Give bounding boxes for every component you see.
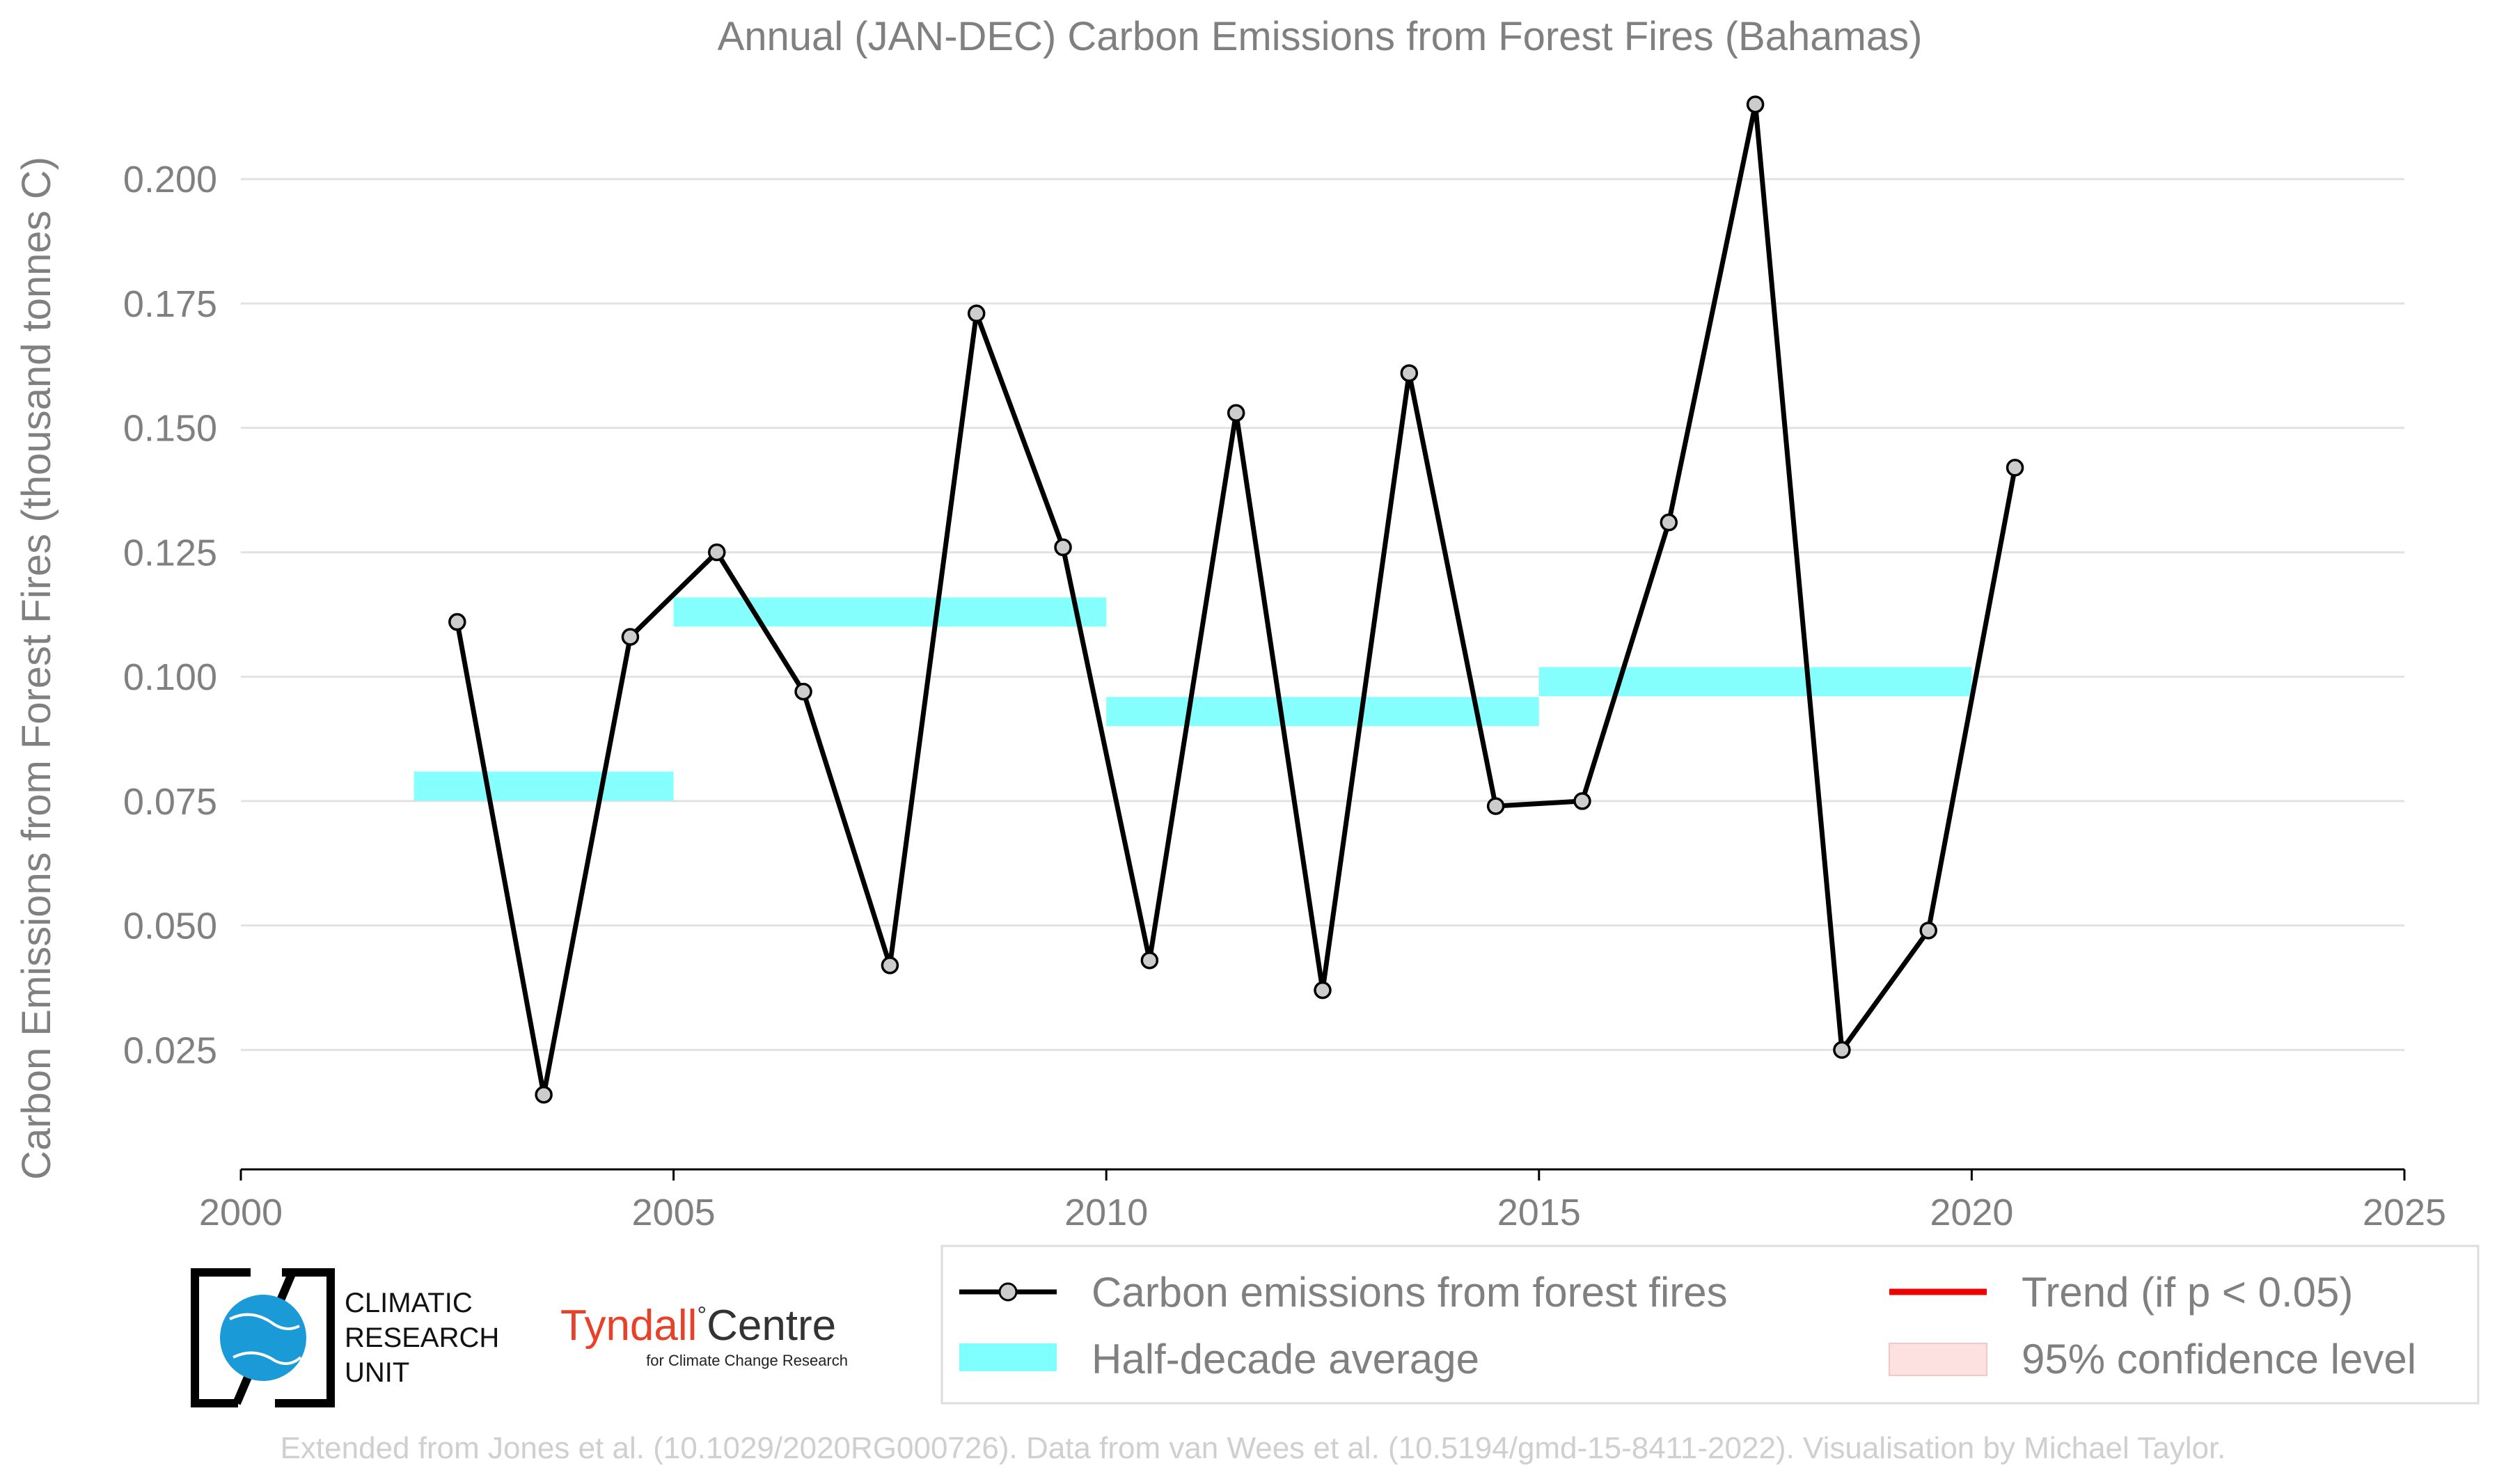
emissions-point — [1660, 513, 1678, 532]
emissions-point — [1314, 981, 1332, 1000]
grid-lines — [241, 177, 2404, 1051]
y-tick-label: 0.200 — [123, 159, 217, 200]
legend-trend-label: Trend (if p < 0.05) — [2022, 1269, 2353, 1316]
legend-frame — [940, 1245, 2480, 1405]
legend-average-label: Half-decade average — [1092, 1336, 1479, 1382]
half-decade-average-bar — [1106, 697, 1539, 727]
half-decade-average-bar — [413, 771, 674, 801]
emissions-point — [967, 304, 986, 323]
y-tick-label: 0.100 — [123, 656, 217, 698]
emissions-point — [708, 543, 726, 562]
y-tick-label: 0.025 — [123, 1029, 217, 1071]
emissions-point — [2006, 459, 2024, 477]
legend-confidence-label: 95% confidence level — [2022, 1336, 2416, 1382]
y-tick-label: 0.125 — [123, 532, 217, 574]
emissions-point — [881, 956, 899, 974]
legend-series-label: Carbon emissions from forest fires — [1092, 1269, 1728, 1316]
y-tick-labels: 0.025 0.050 0.075 0.100 0.125 0.150 0.175 0.200 — [123, 159, 217, 1071]
tyndall-wordmark: Tyndall°Centre — [560, 1302, 836, 1350]
legend-series-marker — [998, 1282, 1018, 1302]
cru-name-line-1: CLIMATIC — [345, 1288, 473, 1318]
footer-credits: Extended from Jones et al. (10.1029/2020… — [281, 1431, 2226, 1465]
legend-average-swatch — [959, 1343, 1057, 1371]
emissions-point — [1400, 364, 1419, 382]
x-axis-ticks: 2000 2005 2010 2015 2020 2025 — [199, 1169, 2446, 1233]
emissions-point — [1227, 404, 1245, 423]
x-tick-label: 2015 — [1497, 1192, 1581, 1233]
emissions-point — [535, 1086, 553, 1104]
cru-name-line-3: UNIT — [345, 1357, 409, 1388]
emissions-point — [448, 613, 466, 631]
x-tick-label: 2025 — [2363, 1192, 2446, 1233]
emissions-point — [1486, 797, 1505, 815]
y-tick-label: 0.175 — [123, 283, 217, 325]
chart-title: Annual (JAN-DEC) Carbon Emissions from F… — [718, 14, 1923, 59]
cru-logo: CLIMATIC RESEARCH UNIT — [191, 1268, 499, 1407]
emissions-series — [448, 95, 2024, 1104]
emissions-point — [1919, 922, 1937, 940]
emissions-point — [1054, 538, 1072, 557]
half-decade-average-bar — [673, 597, 1107, 627]
tyndall-logo: Tyndall°Centre for Climate Change Resear… — [560, 1302, 848, 1369]
half-decade-average-bar — [1538, 667, 1972, 697]
emissions-point — [1833, 1041, 1851, 1059]
emissions-point — [621, 628, 640, 646]
y-tick-label: 0.075 — [123, 781, 217, 823]
legend: Carbon emissions from forest fires Half-… — [940, 1245, 2480, 1405]
emissions-point — [1573, 792, 1591, 810]
cru-name-line-2: RESEARCH — [345, 1323, 499, 1353]
tyndall-subtitle: for Climate Change Research — [646, 1352, 848, 1369]
y-tick-label: 0.050 — [123, 906, 217, 947]
legend-confidence-swatch — [1889, 1343, 1987, 1376]
emissions-point — [794, 682, 812, 701]
x-tick-label: 2000 — [199, 1192, 283, 1233]
y-axis-label: Carbon Emissions from Forest Fires (thou… — [14, 157, 59, 1180]
x-tick-label: 2010 — [1064, 1192, 1148, 1233]
globe-icon — [220, 1295, 306, 1381]
emissions-point — [1746, 95, 1765, 113]
y-tick-label: 0.150 — [123, 408, 217, 450]
x-tick-label: 2020 — [1930, 1192, 2013, 1233]
emissions-point — [1140, 951, 1159, 970]
x-tick-label: 2005 — [632, 1192, 716, 1233]
